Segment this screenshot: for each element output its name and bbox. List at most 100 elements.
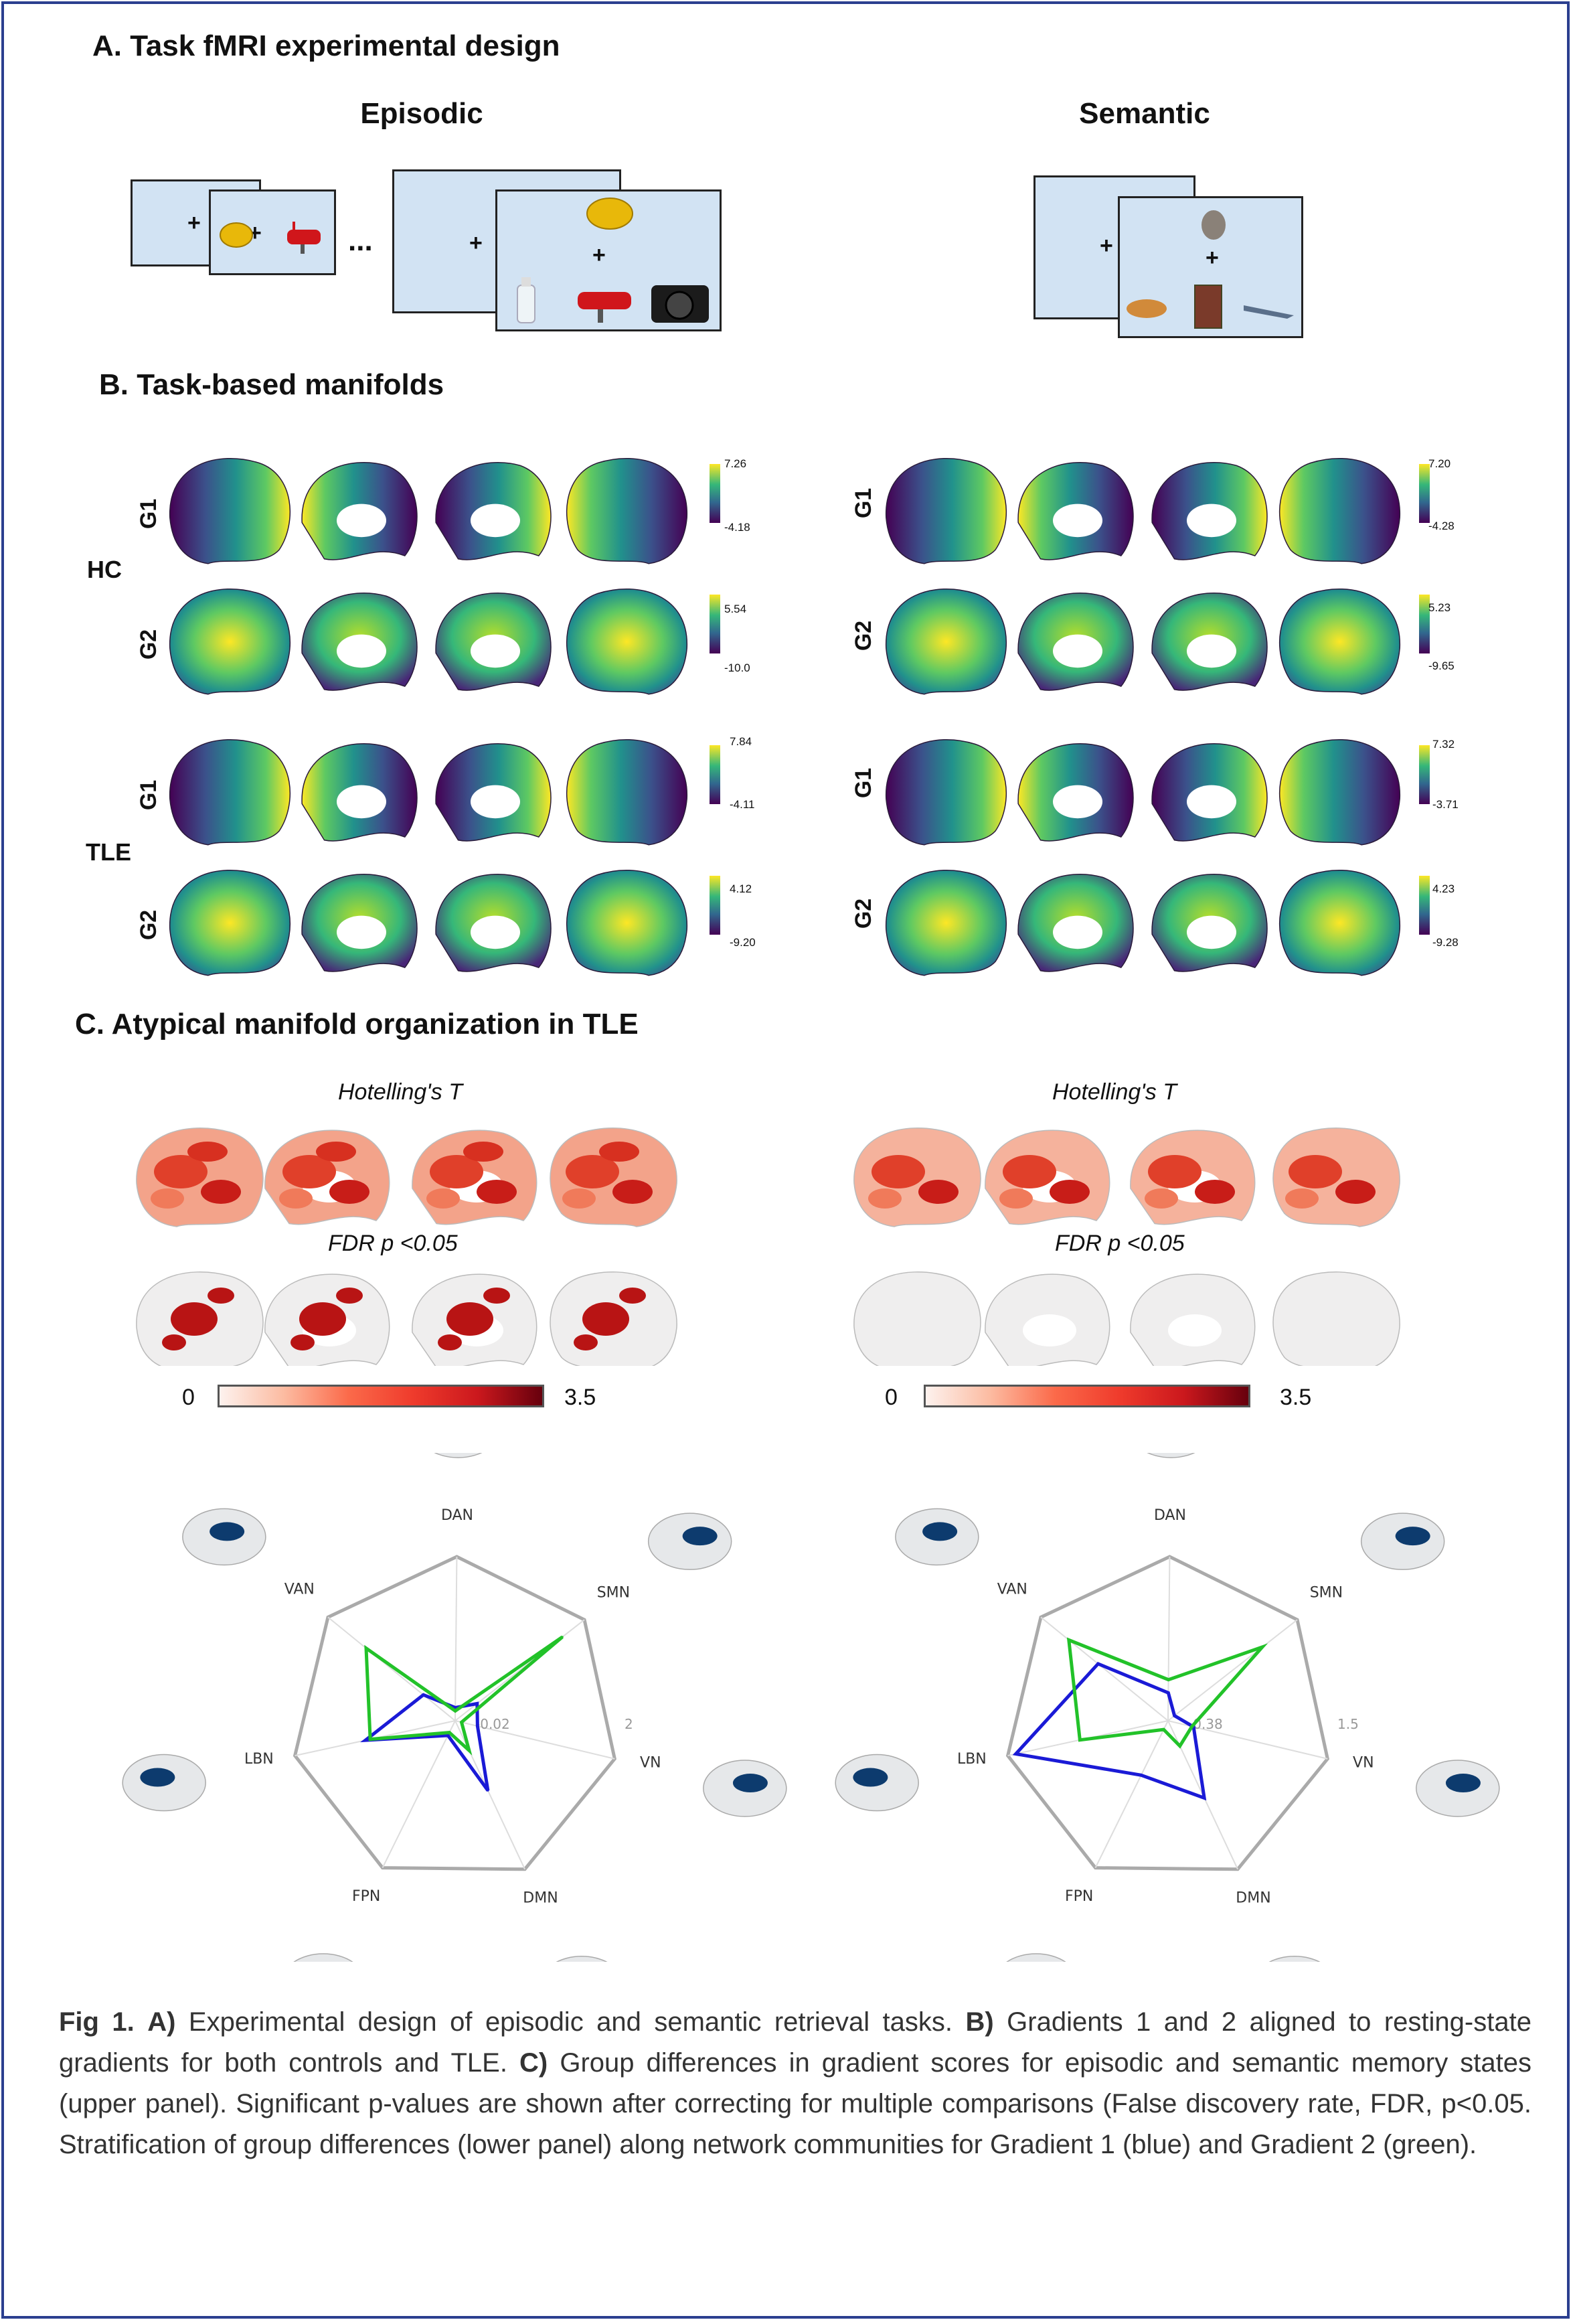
significant-region	[463, 1142, 503, 1162]
radar-ring-label: 1.5	[1337, 1716, 1359, 1732]
semantic-screen-2: +	[1118, 196, 1303, 338]
brain-view	[1130, 1130, 1256, 1225]
radar-outer-ring	[1005, 1555, 1330, 1871]
brain-view	[136, 1271, 264, 1366]
row-label-g1: G1	[851, 767, 877, 799]
brain-view	[853, 1128, 981, 1227]
radar-point	[1203, 1796, 1206, 1799]
brain-view	[566, 589, 687, 695]
row-label-g2: G2	[136, 629, 162, 660]
radar-point	[454, 1706, 457, 1709]
brain-icon-surface	[556, 1956, 608, 1962]
cbar-min: -10.0	[724, 662, 750, 674]
brain-view	[301, 873, 418, 972]
radar-spoke	[454, 1557, 458, 1721]
brain-view	[169, 870, 291, 976]
fdr-label: FDR p <0.05	[1055, 1231, 1185, 1256]
brain-view	[1279, 870, 1400, 976]
medial-wall	[337, 785, 386, 819]
radar-series-line	[364, 1635, 564, 1756]
radar-point	[1162, 1728, 1165, 1731]
radar-series-line	[1066, 1637, 1268, 1749]
significant-region	[151, 1188, 184, 1209]
cbar-max: 5.54	[724, 603, 747, 615]
significant-region	[336, 1288, 363, 1304]
brain-view	[886, 458, 1007, 564]
radar-point	[1167, 1679, 1170, 1681]
significant-region	[279, 1188, 313, 1209]
gradient-colorbar	[710, 595, 720, 653]
brain-view	[169, 739, 291, 846]
radar-axis-label: FPN	[1065, 1888, 1093, 1905]
brain-lateral-surface	[1279, 589, 1400, 695]
hotelling-label: Hotelling's T	[338, 1079, 463, 1105]
object-array-icon	[517, 198, 709, 323]
brain-view	[1130, 1273, 1256, 1366]
significant-region	[316, 1142, 356, 1162]
medial-wall	[1053, 915, 1102, 949]
significant-region	[1285, 1188, 1319, 1209]
radar-point	[1068, 1638, 1070, 1641]
brain-lateral-surface	[853, 1271, 981, 1366]
network-brain-icon	[1360, 1513, 1445, 1570]
network-highlight	[922, 1522, 958, 1541]
gradient-colorbar	[1419, 876, 1430, 935]
network-highlight	[210, 1522, 245, 1541]
brain-lateral-surface	[169, 739, 291, 846]
medial-wall	[1168, 1314, 1222, 1346]
network-brain-icon	[182, 1508, 266, 1566]
significant-region	[918, 1180, 959, 1204]
brain-view	[853, 1271, 981, 1366]
radar-point	[468, 1749, 471, 1752]
radar-point	[487, 1789, 489, 1792]
medial-wall	[337, 503, 386, 538]
significant-region	[483, 1288, 510, 1304]
cbar-max: 5.23	[1428, 601, 1451, 614]
brain-lateral-surface	[566, 739, 687, 846]
brain-view	[1151, 873, 1268, 972]
brain-view	[1279, 458, 1400, 564]
significant-region	[1289, 1155, 1342, 1188]
medial-wall	[471, 785, 520, 819]
brain-lateral-surface	[566, 589, 687, 695]
radar-axis-label: LBN	[244, 1751, 274, 1768]
brain-view	[550, 1128, 677, 1227]
brain-lateral-surface	[566, 458, 687, 564]
cbar-min: -4.11	[730, 798, 755, 811]
brain-view	[1151, 592, 1268, 691]
brain-lateral-surface	[1272, 1271, 1400, 1366]
brain-lateral-surface	[886, 870, 1007, 976]
brain-view	[301, 743, 418, 842]
brain-view	[301, 592, 418, 691]
radar-point	[422, 1693, 424, 1696]
medial-wall	[1187, 503, 1236, 538]
row-label-g2: G2	[136, 909, 162, 941]
radar-point	[1167, 1691, 1169, 1694]
gradient-colorbar	[710, 745, 720, 804]
radar-ring-label: -0.02	[475, 1716, 510, 1732]
brain-view	[1272, 1128, 1400, 1227]
significant-region	[430, 1155, 483, 1188]
brain-view	[301, 461, 418, 560]
brain-view	[435, 743, 552, 842]
cbar-max: 7.84	[730, 735, 752, 748]
brain-view	[169, 589, 291, 695]
network-brain-icon	[835, 1754, 919, 1812]
brain-view	[435, 461, 552, 560]
gradient-colorbar	[1419, 745, 1430, 804]
radar-point	[365, 1647, 367, 1650]
radar-point	[1015, 1753, 1017, 1756]
radar-spoke	[454, 1720, 615, 1760]
radar-spoke	[382, 1720, 456, 1869]
cbar-min: -9.20	[730, 936, 756, 949]
radar-point	[476, 1725, 479, 1727]
radar-point	[1173, 1714, 1176, 1717]
brain-view	[566, 870, 687, 976]
brain-view	[1279, 589, 1400, 695]
gradient-colorbar	[710, 876, 720, 935]
tstat-colorbar	[924, 1385, 1250, 1407]
fixation-cross: +	[1100, 233, 1113, 258]
brain-view	[566, 739, 687, 846]
